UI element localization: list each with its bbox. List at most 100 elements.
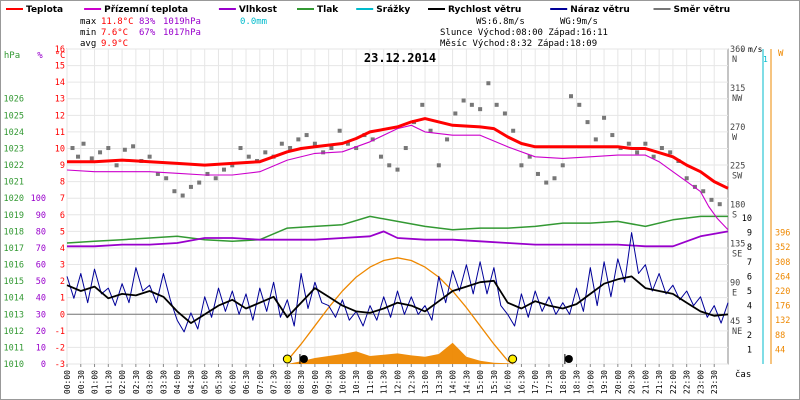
tick-label-hpa: 1019 bbox=[4, 211, 24, 221]
stat-label: avg bbox=[80, 39, 96, 49]
axis-unit-watt: W bbox=[778, 49, 784, 59]
tick-label-compass: NE bbox=[732, 327, 742, 337]
tick-label-pct: 80 bbox=[36, 227, 46, 237]
wind-direction-point bbox=[337, 128, 342, 133]
x-tick-label: 12:30 bbox=[407, 370, 416, 394]
stat-pressure: 1017hPa bbox=[163, 28, 201, 38]
x-tick-label: 05:00 bbox=[201, 370, 210, 394]
tick-label-watt: 352 bbox=[775, 243, 790, 253]
x-axis-label: čas bbox=[735, 369, 751, 380]
tick-label-pct: 100 bbox=[31, 194, 46, 204]
x-tick-label: 03:00 bbox=[146, 370, 155, 394]
wind-direction-point bbox=[98, 150, 103, 155]
wind-direction-point bbox=[122, 147, 127, 152]
tick-label-watt: 396 bbox=[775, 229, 790, 239]
wind-direction-point bbox=[552, 176, 557, 181]
x-tick-label: 05:30 bbox=[214, 370, 223, 394]
tick-label-compass: W bbox=[732, 133, 738, 143]
wind-direction-point bbox=[81, 141, 86, 146]
legend-label: Vlhkost bbox=[239, 5, 278, 15]
x-tick-label: 23:30 bbox=[710, 370, 719, 394]
tick-label-hpa: 1018 bbox=[4, 227, 24, 237]
x-tick-label: 11:00 bbox=[366, 370, 375, 394]
x-tick-label: 03:30 bbox=[159, 370, 168, 394]
x-tick-label: 08:00 bbox=[283, 370, 292, 394]
x-tick-label: 08:30 bbox=[297, 370, 306, 394]
wind-direction-point bbox=[213, 176, 218, 181]
x-tick-label: 04:00 bbox=[173, 370, 182, 394]
chart-title: 23.12.2014 bbox=[364, 51, 436, 65]
tick-label-compass: SE bbox=[732, 249, 742, 259]
wind-direction-point bbox=[345, 141, 350, 146]
x-tick-label: 16:00 bbox=[504, 370, 513, 394]
wind-direction-point bbox=[131, 144, 136, 149]
temperature-line bbox=[67, 117, 729, 190]
wind-direction-point bbox=[560, 163, 565, 168]
wind-direction-point bbox=[428, 128, 433, 133]
legend-label: Tlak bbox=[317, 5, 339, 15]
stat-label: min bbox=[80, 28, 96, 38]
tick-label-compass: SW bbox=[732, 172, 743, 182]
legend-label: Rychlost větru bbox=[448, 4, 521, 15]
wind-direction-point bbox=[76, 154, 81, 159]
solar-radiation-area bbox=[287, 342, 514, 364]
x-tick-label: 21:00 bbox=[641, 370, 650, 394]
x-tick-label: 19:00 bbox=[586, 370, 595, 394]
x-tick-label: 13:30 bbox=[435, 370, 444, 394]
tick-label-hpa: 1016 bbox=[4, 261, 24, 271]
wind-direction-point bbox=[403, 146, 408, 151]
wind-direction-point bbox=[147, 154, 152, 159]
wind-direction-point bbox=[197, 180, 202, 185]
tick-label-deg: 90 bbox=[730, 278, 740, 288]
wind-direction-point bbox=[626, 141, 631, 146]
tick-label-celsius: 11 bbox=[55, 128, 65, 138]
tick-label-hpa: 1015 bbox=[4, 277, 24, 287]
tick-label-celsius: 16 bbox=[55, 45, 65, 55]
tick-label-rain: 1 bbox=[763, 55, 768, 64]
wind-direction-point bbox=[296, 137, 301, 142]
info-ws: WS:6.8m/s bbox=[476, 17, 525, 27]
x-tick-label: 04:30 bbox=[187, 370, 196, 394]
x-tick-label: 07:00 bbox=[256, 370, 265, 394]
tick-label-deg: 45 bbox=[730, 317, 740, 327]
sunset-marker bbox=[508, 354, 518, 364]
wind-direction-point bbox=[593, 137, 598, 142]
wind-direction-point bbox=[238, 146, 243, 151]
wind-direction-point bbox=[511, 128, 516, 133]
tick-label-watt: 220 bbox=[775, 287, 790, 297]
wind-direction-point bbox=[230, 163, 235, 168]
tick-label-celsius: 9 bbox=[60, 161, 65, 171]
stat-temp: 11.8°C bbox=[101, 17, 134, 27]
humidity-line bbox=[67, 230, 729, 248]
x-tick-label: 00:30 bbox=[77, 370, 86, 394]
wind-direction-point bbox=[89, 156, 94, 161]
x-tick-label: 07:30 bbox=[270, 370, 279, 394]
wind-direction-point bbox=[651, 154, 656, 159]
tick-label-hpa: 1026 bbox=[4, 95, 24, 105]
sun-path-line bbox=[286, 257, 514, 365]
x-tick-label: 15:00 bbox=[476, 370, 485, 394]
tick-label-hpa: 1023 bbox=[4, 144, 24, 154]
wind-direction-point bbox=[577, 102, 582, 107]
tick-label-watt: 264 bbox=[775, 272, 790, 282]
tick-label-deg: 270 bbox=[730, 123, 745, 133]
tick-label-watt: 44 bbox=[775, 345, 785, 355]
stat-label: max bbox=[80, 17, 97, 27]
x-tick-label: 23:00 bbox=[696, 370, 705, 394]
wind-direction-point bbox=[453, 111, 458, 116]
x-tick-label: 20:00 bbox=[614, 370, 623, 394]
tick-label-watt: 88 bbox=[775, 331, 785, 341]
x-tick-label: 09:00 bbox=[311, 370, 320, 394]
wind-direction-point bbox=[668, 150, 673, 155]
wind-direction-point bbox=[304, 133, 309, 138]
x-tick-label: 19:30 bbox=[600, 370, 609, 394]
wind-direction-point bbox=[279, 141, 284, 146]
wind-direction-point bbox=[188, 184, 193, 189]
x-tick-label: 22:00 bbox=[669, 370, 678, 394]
tick-label-pct: 30 bbox=[36, 310, 46, 320]
tick-label-celsius: 10 bbox=[55, 144, 65, 154]
wind-direction-point bbox=[246, 154, 251, 159]
tick-label-celsius: -2 bbox=[55, 343, 65, 353]
x-tick-label: 02:30 bbox=[132, 370, 141, 394]
stat-pressure: 1019hPa bbox=[163, 17, 201, 27]
